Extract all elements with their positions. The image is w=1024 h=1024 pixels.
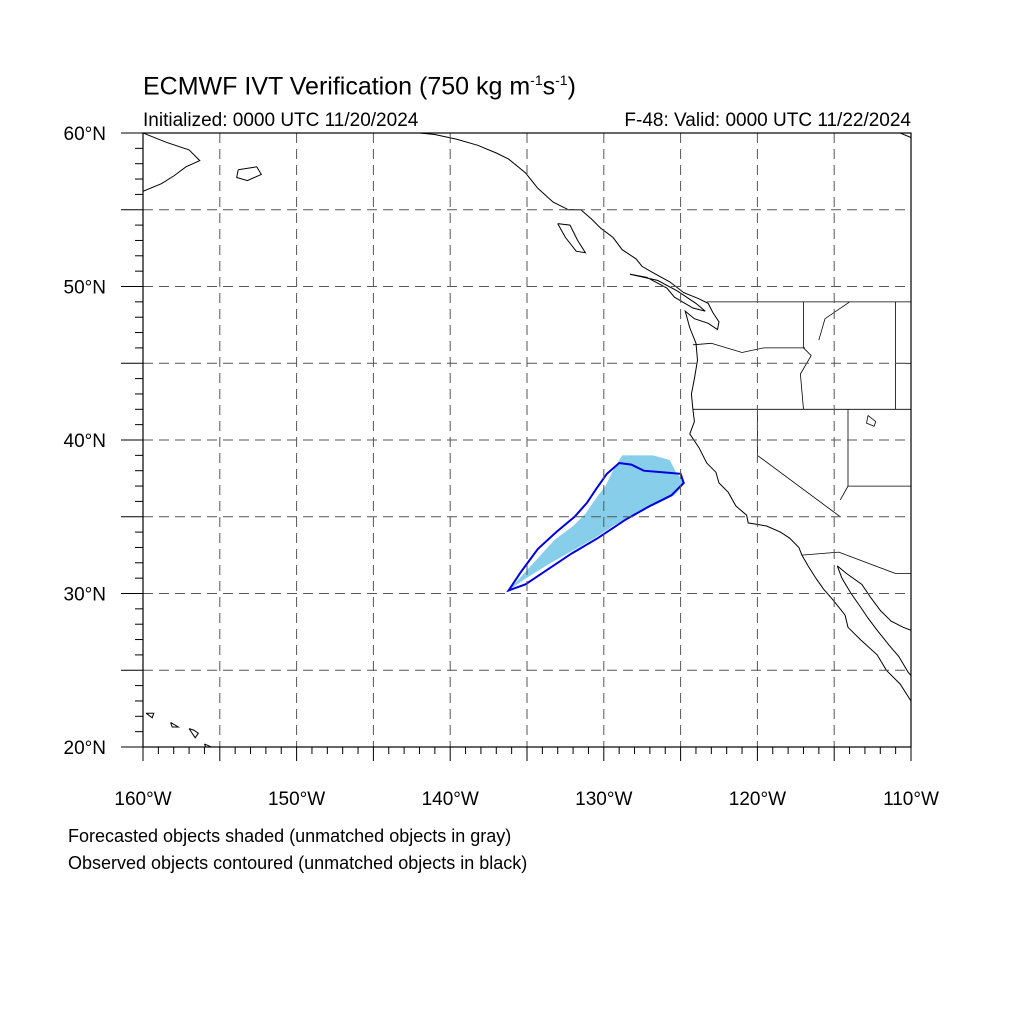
coastline: [629, 273, 706, 312]
coastline: [143, 133, 201, 192]
lat-tick-label: 50°N: [64, 278, 106, 299]
coastline: [188, 728, 199, 739]
valid-time: F-48: Valid: 0000 UTC 11/22/2024: [624, 110, 911, 131]
lat-tick-label: 20°N: [64, 738, 106, 759]
lon-tick-label: 110°W: [883, 789, 939, 810]
lon-tick-label: 160°W: [114, 789, 171, 810]
initialized-time: Initialized: 0000 UTC 11/20/2024: [143, 110, 419, 131]
political-border: [839, 409, 849, 501]
political-border: [692, 342, 805, 353]
political-border: [801, 551, 911, 574]
coastline: [170, 721, 181, 728]
footnote-forecast: Forecasted objects shaded (unmatched obj…: [68, 826, 512, 846]
lon-tick-label: 120°W: [729, 789, 786, 810]
political-border: [818, 301, 850, 341]
coastline: [312, 133, 911, 702]
political-border: [757, 409, 841, 518]
coastline: [836, 565, 911, 701]
coastline: [900, 133, 911, 139]
lon-tick-label: 140°W: [422, 789, 479, 810]
observed-object-contour: [506, 461, 685, 593]
coastline: [836, 565, 911, 631]
lat-tick-label: 40°N: [64, 431, 106, 452]
lat-tick-label: 60°N: [64, 124, 106, 145]
axis-ticks: [121, 132, 912, 761]
lat-tick-label: 30°N: [64, 585, 106, 606]
lon-tick-label: 130°W: [575, 789, 632, 810]
lon-tick-label: 150°W: [268, 789, 325, 810]
coastline: [236, 166, 263, 182]
political-border: [799, 301, 812, 410]
footnote-observed: Observed objects contoured (unmatched ob…: [68, 853, 528, 873]
coastline: [145, 712, 155, 719]
plot-area: [143, 133, 911, 747]
coastline: [557, 223, 587, 254]
map-title: ECMWF IVT Verification (750 kg m-1s-1): [143, 72, 576, 101]
lake-outline: [866, 415, 877, 427]
forecast-object: [508, 455, 686, 591]
